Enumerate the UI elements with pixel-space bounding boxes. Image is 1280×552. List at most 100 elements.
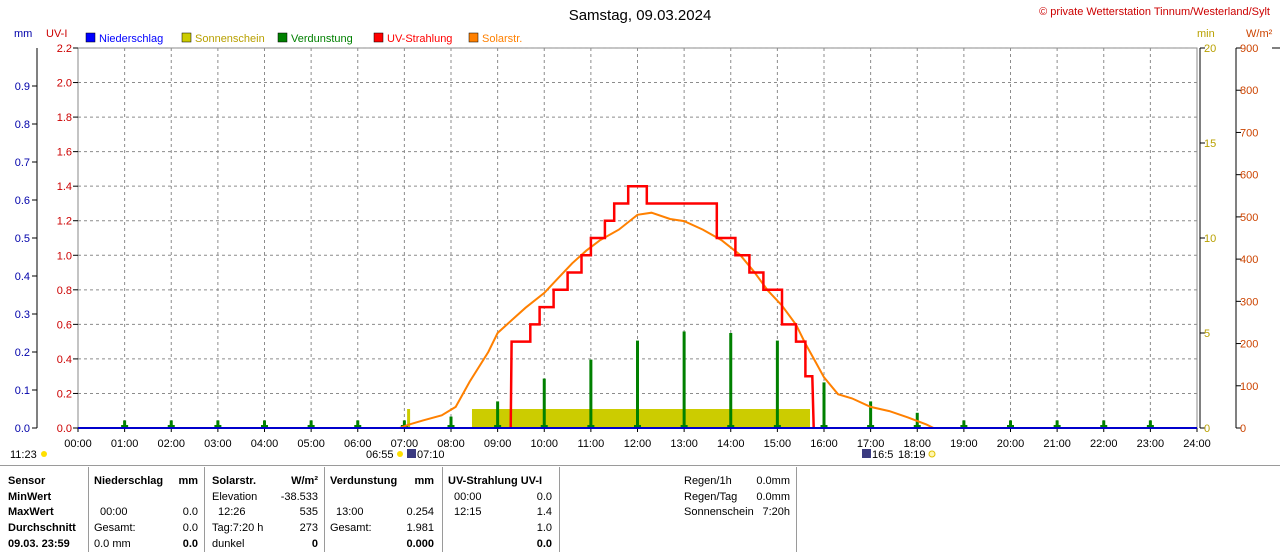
uv-avg-value: 1.0 xyxy=(536,522,552,535)
tick-label-x: 13:00 xyxy=(670,438,698,450)
evaporation-bar xyxy=(216,420,220,428)
sunset-icon xyxy=(928,450,936,458)
solar-last-label: dunkel xyxy=(212,537,245,550)
evaporation-bar xyxy=(449,416,453,428)
col-sep xyxy=(88,467,89,552)
col-sep xyxy=(324,467,325,552)
chart-title: Samstag, 09.03.2024 xyxy=(569,7,712,24)
niederschlag-header: Niederschlag xyxy=(94,475,164,487)
tick-label-x: 06:00 xyxy=(344,438,372,450)
sunrise-label: 06:55 xyxy=(366,449,394,461)
legend-label: Niederschlag xyxy=(99,33,163,45)
uv-min-time: 00:00 xyxy=(454,490,482,503)
legend-swatch xyxy=(181,32,192,43)
evaporation-base xyxy=(167,425,175,428)
solar-line xyxy=(399,211,935,429)
tick-label-uv: 1.2 xyxy=(57,216,72,228)
table-col-verdunstung: Verdunstung mm 13:00 0.254 Gesamt: 1.981 0.… xyxy=(330,474,436,552)
evaporation-base xyxy=(447,425,455,428)
tick-label-x: 01:00 xyxy=(111,438,139,450)
regen-1h-value: 0.0mm xyxy=(756,475,790,487)
tick-label-x: 17:00 xyxy=(857,438,885,450)
evaporation-base xyxy=(820,425,828,428)
tick-label-uv: 0.2 xyxy=(57,388,72,400)
evaporation-base xyxy=(261,425,268,428)
evaporation-base xyxy=(214,425,222,428)
evaporation-bar xyxy=(962,420,966,428)
tick-label-x: 02:00 xyxy=(157,438,185,450)
tick-label-x: 15:00 xyxy=(764,438,792,450)
tick-label-mm: 0.8 xyxy=(15,119,30,131)
niederschlag-unit: mm xyxy=(178,475,198,487)
tick-label-min: 20 xyxy=(1204,43,1216,55)
evaporation-base xyxy=(960,425,968,428)
legend-label: UV-Strahlung xyxy=(387,33,452,45)
sunset-label: 18:19 xyxy=(898,449,926,461)
tick-label-uv: 1.0 xyxy=(57,250,72,262)
legend-swatch xyxy=(277,32,288,43)
tick-label-mm: 0.9 xyxy=(15,81,30,93)
tick-label-wm2: 200 xyxy=(1240,339,1258,351)
evaporation-base xyxy=(1100,425,1108,428)
tick-label-x: 10:00 xyxy=(530,438,558,450)
evaporation-bar xyxy=(589,359,593,428)
moon-icon xyxy=(41,451,47,457)
tick-label-uv: 1.6 xyxy=(57,147,72,159)
solar-unit: W/m² xyxy=(291,475,318,487)
solar-tag-value: 273 xyxy=(299,522,318,535)
tick-label-mm: 0.3 xyxy=(15,309,30,321)
verdunstung-gesamt-label: Gesamt: xyxy=(330,522,372,535)
tick-label-x: 09:00 xyxy=(484,438,512,450)
evaporation-base xyxy=(587,425,595,428)
tick-label-x: 12:00 xyxy=(624,438,652,450)
tick-label-x: 04:00 xyxy=(251,438,279,450)
legend-swatch xyxy=(468,32,479,43)
evaporation-base xyxy=(1053,425,1061,428)
unit-label-wm2: W/m² xyxy=(1246,28,1273,40)
tick-label-uv: 2.0 xyxy=(57,78,72,90)
evaporation-bar xyxy=(263,420,266,428)
uv-last-value: 0.0 xyxy=(536,537,552,550)
sonnenschein-value: 7:20h xyxy=(762,506,790,519)
verdunstung-header: Verdunstung xyxy=(330,475,398,487)
evaporation-bar xyxy=(775,340,779,428)
tick-label-min: 0 xyxy=(1204,423,1210,435)
evaporation-bar xyxy=(1009,420,1012,428)
row-minwert: MinWert xyxy=(8,490,52,503)
uv-min-value: 0.0 xyxy=(536,490,552,503)
tick-label-x: 07:00 xyxy=(391,438,419,450)
row-durchschnitt: Durchschnitt xyxy=(8,522,76,535)
table-col-solar: Solarstr. W/m² Elevation -38.533 12:26 535 … xyxy=(212,474,320,552)
tick-label-wm2: 300 xyxy=(1240,296,1258,308)
niederschlag-gesamt-value: 0.0 xyxy=(182,522,198,535)
evaporation-bar xyxy=(169,420,173,428)
uv-header: UV-Strahlung UV-I xyxy=(448,475,543,487)
tick-label-x: 22:00 xyxy=(1090,438,1118,450)
col-sep xyxy=(559,467,560,552)
verdunstung-gesamt-value: 1.981 xyxy=(406,522,434,535)
evaporation-bar xyxy=(1102,420,1106,428)
solar-elevation-value: -38.533 xyxy=(280,490,318,503)
tick-label-uv: 0.0 xyxy=(57,423,72,435)
evaporation-bar xyxy=(729,333,733,428)
verdunstung-last-value: 0.000 xyxy=(406,537,434,550)
solar-header: Solarstr. xyxy=(212,475,257,487)
niederschlag-max-time: 00:00 xyxy=(100,506,128,519)
evaporation-base xyxy=(727,425,735,428)
tick-label-x: 08:00 xyxy=(437,438,465,450)
regen-tag-label: Regen/Tag xyxy=(684,490,738,503)
tick-label-mm: 0.4 xyxy=(15,271,30,283)
tick-label-mm: 0.6 xyxy=(15,195,30,207)
niederschlag-last-label: 0.0 mm xyxy=(94,537,131,550)
weather-chart: Samstag, 09.03.2024 © private Wetterstati… xyxy=(10,6,1280,461)
tick-label-uv: 1.8 xyxy=(57,112,72,124)
tick-label-wm2: 800 xyxy=(1240,85,1258,97)
legend-label: Verdunstung xyxy=(291,33,353,45)
evaporation-bar xyxy=(682,331,686,428)
verdunstung-unit: mm xyxy=(414,475,434,487)
col-sep xyxy=(796,467,797,552)
tick-label-x: 03:00 xyxy=(204,438,232,450)
evaporation-base xyxy=(680,425,688,428)
tick-label-wm2: 500 xyxy=(1240,212,1258,224)
evaporation-bar xyxy=(636,340,639,428)
